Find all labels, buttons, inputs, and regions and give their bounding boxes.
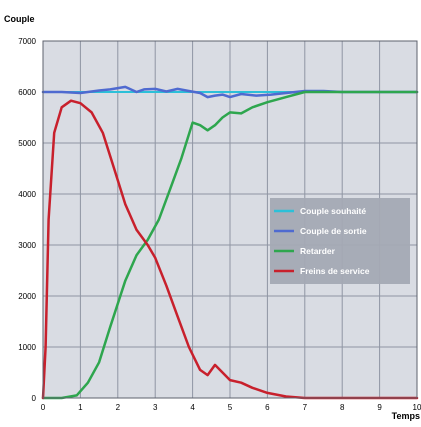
legend-label: Retarder [300,246,336,256]
x-tick-label: 2 [116,403,121,412]
x-tick-label: 9 [377,403,382,412]
x-tick-label: 3 [153,403,158,412]
x-tick-label: 5 [228,403,233,412]
series-group [41,85,419,400]
y-axis-label: Couple [4,14,35,24]
series-line-4 [41,99,419,400]
y-tick-label: 7000 [18,37,36,46]
y-tick-label: 4000 [18,190,36,199]
x-tick-label: 8 [340,403,345,412]
legend-label: Couple souhaité [300,206,366,216]
x-tick-label: 0 [41,403,46,412]
y-tick-label: 6000 [18,88,36,97]
legend-box [270,198,410,284]
y-tick-label: 2000 [18,292,36,301]
y-tick-label: 0 [32,394,37,403]
x-axis-ticks: 0 1 2 3 4 5 6 7 8 9 10 [41,403,421,412]
y-tick-label: 5000 [18,139,36,148]
x-tick-label: 1 [78,403,83,412]
legend-label: Couple de sortie [300,226,367,236]
y-axis-ticks: 0 1000 2000 3000 4000 5000 6000 7000 [18,37,36,403]
plot-frame [42,40,418,399]
legend-label: Freins de service [300,266,370,276]
y-tick-label: 3000 [18,241,36,250]
x-tick-label: 7 [303,403,308,412]
y-tick-label: 1000 [18,343,36,352]
x-tick-label: 6 [265,403,270,412]
x-tick-label: 4 [190,403,195,412]
x-tick-label: 10 [413,403,421,412]
x-axis-label: Temps [392,411,420,421]
series-line-3 [41,90,419,400]
legend: Couple souhaité Couple de sortie Retarder F… [270,198,410,284]
